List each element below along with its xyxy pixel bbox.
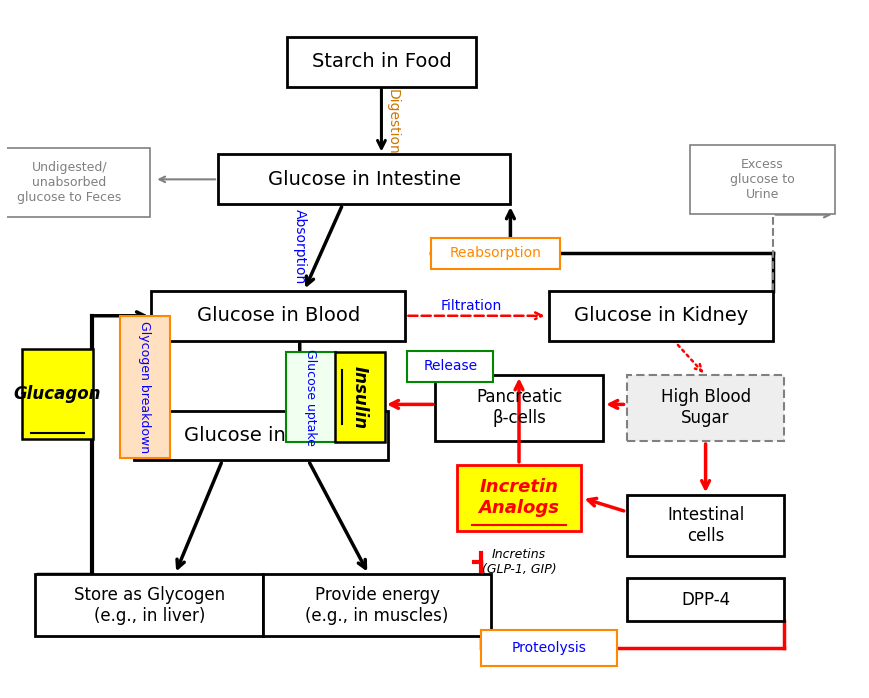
FancyBboxPatch shape <box>434 375 602 440</box>
Text: Insulin: Insulin <box>350 366 368 429</box>
FancyBboxPatch shape <box>134 410 388 461</box>
Text: Reabsorption: Reabsorption <box>449 246 541 260</box>
FancyBboxPatch shape <box>456 465 580 530</box>
FancyBboxPatch shape <box>22 349 92 439</box>
FancyBboxPatch shape <box>335 352 384 443</box>
FancyBboxPatch shape <box>481 630 616 666</box>
Text: Release: Release <box>422 359 477 373</box>
Text: Intestinal
cells: Intestinal cells <box>667 506 743 545</box>
Text: Digestion: Digestion <box>385 89 399 155</box>
FancyBboxPatch shape <box>151 291 405 341</box>
Text: High Blood
Sugar: High Blood Sugar <box>660 389 750 427</box>
Text: Glucose uptake: Glucose uptake <box>304 349 317 446</box>
FancyBboxPatch shape <box>263 574 490 637</box>
FancyBboxPatch shape <box>218 154 510 205</box>
Text: Incretin
Analogs: Incretin Analogs <box>478 478 559 517</box>
Text: Excess
glucose to
Urine: Excess glucose to Urine <box>729 158 793 201</box>
FancyBboxPatch shape <box>627 375 783 440</box>
Text: Store as Glycogen
(e.g., in liver): Store as Glycogen (e.g., in liver) <box>74 586 224 625</box>
Text: Filtration: Filtration <box>441 299 501 313</box>
FancyBboxPatch shape <box>627 495 783 556</box>
Text: Pancreatic
β-cells: Pancreatic β-cells <box>475 389 561 427</box>
FancyBboxPatch shape <box>407 351 493 382</box>
FancyBboxPatch shape <box>0 148 150 218</box>
FancyBboxPatch shape <box>120 316 169 458</box>
Text: Incretins
(GLP-1, GIP): Incretins (GLP-1, GIP) <box>481 547 555 576</box>
Text: Glucose in Cells: Glucose in Cells <box>183 426 338 445</box>
Text: Glucose in Blood: Glucose in Blood <box>196 306 360 325</box>
Text: Provide energy
(e.g., in muscles): Provide energy (e.g., in muscles) <box>305 586 448 625</box>
FancyBboxPatch shape <box>548 291 772 341</box>
Text: Glucose in Intestine: Glucose in Intestine <box>268 170 461 189</box>
Text: DPP-4: DPP-4 <box>680 591 729 609</box>
Text: Undigested/
unabsorbed
glucose to Feces: Undigested/ unabsorbed glucose to Feces <box>17 161 122 205</box>
Text: Absorption: Absorption <box>292 209 307 284</box>
FancyBboxPatch shape <box>689 144 833 214</box>
FancyBboxPatch shape <box>627 578 783 621</box>
FancyBboxPatch shape <box>36 574 263 637</box>
Text: Proteolysis: Proteolysis <box>511 641 586 655</box>
FancyBboxPatch shape <box>287 37 475 87</box>
Text: Glucose in Kidney: Glucose in Kidney <box>573 306 747 325</box>
FancyBboxPatch shape <box>431 237 560 269</box>
Text: Starch in Food: Starch in Food <box>311 52 451 71</box>
Text: Glucagon: Glucagon <box>14 385 101 403</box>
FancyBboxPatch shape <box>286 352 335 443</box>
Text: Glycogen breakdown: Glycogen breakdown <box>138 321 151 453</box>
